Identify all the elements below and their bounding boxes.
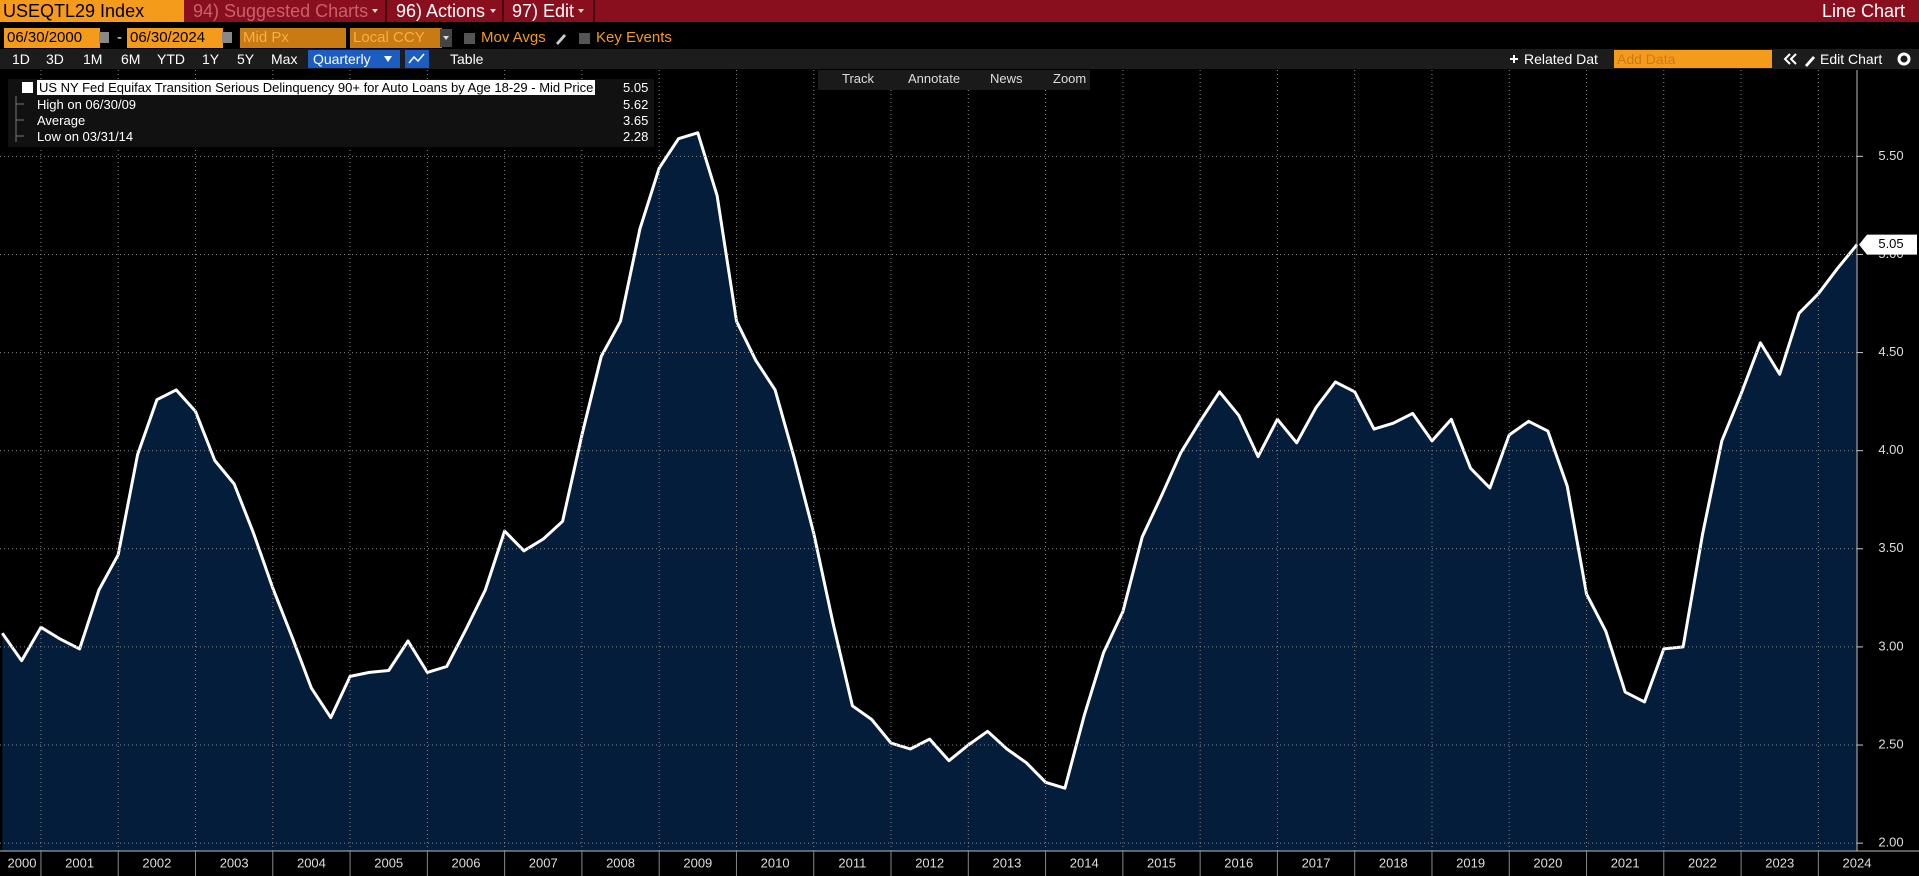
x-tick-label: 2009: [683, 855, 712, 870]
period-button[interactable]: 1D: [12, 51, 30, 67]
edit-menu[interactable]: 97) Edit: [512, 1, 575, 21]
frequency-box[interactable]: [308, 50, 400, 68]
tool-button[interactable]: Annotate: [908, 71, 961, 86]
line: [1, 131, 1859, 790]
chart-tools: [818, 70, 1090, 90]
suggested-charts[interactable]: 94) Suggested Charts: [193, 1, 369, 21]
edit-chart[interactable]: Edit Chart: [1820, 51, 1883, 67]
currency[interactable]: Local CCY: [350, 28, 442, 48]
add-data[interactable]: Add Data: [1614, 50, 1772, 68]
mov-avgs[interactable]: Mov Avgs: [481, 29, 546, 46]
x-tick-label: 2019: [1456, 855, 1485, 870]
x-tick-label: 2006: [452, 855, 481, 870]
field[interactable]: Mid Px: [240, 28, 346, 48]
table-button[interactable]: Table: [450, 51, 484, 67]
row2-icons: [99, 29, 566, 47]
x-tick-label: 2013: [992, 855, 1021, 870]
x-tick-label: 2023: [1765, 855, 1794, 870]
end-date[interactable]: 06/30/2024: [127, 28, 223, 48]
key-events-checkbox[interactable]: [579, 33, 590, 44]
legend-last-value: 5.05: [623, 80, 649, 95]
x-tick-label: 2004: [297, 855, 326, 870]
y-tick-label: 2.50: [1878, 736, 1903, 751]
x-tick-label: 2000: [8, 855, 37, 870]
title-bar: [0, 0, 1919, 22]
x-tick-label: 2002: [142, 855, 171, 870]
period-button[interactable]: 6M: [121, 51, 141, 67]
period-button[interactable]: 5Y: [237, 51, 255, 67]
x-tick-label: 2011: [838, 855, 866, 870]
period-button[interactable]: 1M: [83, 51, 103, 67]
period-bar: [0, 49, 1919, 69]
x-tick-label: 2015: [1147, 855, 1176, 870]
x-tick-label: 2020: [1533, 855, 1562, 870]
x-tick-label: 2024: [1843, 855, 1872, 870]
mov-avgs-checkbox[interactable]: [464, 33, 475, 44]
actions-menu[interactable]: 96) Actions: [396, 1, 486, 21]
tool-button[interactable]: Zoom: [1053, 71, 1087, 86]
related-data[interactable]: Related Dat: [1524, 51, 1598, 67]
row3-icons: [384, 50, 1911, 68]
x-tick-label: 2018: [1379, 855, 1408, 870]
y-tick-label: 3.50: [1878, 540, 1903, 555]
legend-stat-value: 5.62: [623, 97, 649, 112]
y-tick-label: 4.00: [1878, 442, 1903, 457]
date-separator: -: [117, 29, 122, 46]
x-tick-label: 2010: [761, 855, 790, 870]
x-tick-label: 2008: [606, 855, 635, 870]
tool-button[interactable]: News: [990, 71, 1023, 86]
legend-stat-label: High on 06/30/09: [37, 97, 137, 112]
x-tick-label: 2017: [1302, 855, 1331, 870]
period-button[interactable]: Max: [271, 51, 298, 67]
x-tick-label: 2012: [915, 855, 944, 870]
menu-arrows: [372, 0, 595, 22]
x-tick-label: 2007: [529, 855, 558, 870]
x-tick-label: 2021: [1611, 855, 1640, 870]
last-value-label: 5.05: [1878, 236, 1903, 251]
start-date[interactable]: 06/30/2000: [4, 28, 100, 48]
x-tick-label: 2001: [65, 855, 94, 870]
chart: 2.002.503.003.504.004.505.005.5020002001…: [0, 70, 1919, 876]
x-tick-label: 2003: [220, 855, 249, 870]
x-tick-label: 2022: [1688, 855, 1717, 870]
frequency[interactable]: Quarterly: [313, 51, 371, 67]
tool-button[interactable]: Track: [842, 71, 875, 86]
legend-tree: [15, 96, 24, 142]
period-button[interactable]: 1Y: [202, 51, 220, 67]
x-tick-label: 2016: [1224, 855, 1253, 870]
key-events[interactable]: Key Events: [596, 29, 672, 46]
period-button[interactable]: 3D: [46, 51, 64, 67]
legend-series-name: US NY Fed Equifax Transition Serious Del…: [37, 80, 596, 95]
legend-stat-label: Average: [37, 113, 86, 128]
y-tick-label: 3.00: [1878, 638, 1903, 653]
y-tick-label: 5.50: [1878, 148, 1903, 163]
last-value-tag: [1859, 234, 1917, 255]
period-button[interactable]: YTD: [157, 51, 185, 67]
y-tick-label: 4.50: [1878, 344, 1903, 359]
legend-stat-label: Low on 03/31/14: [37, 129, 134, 144]
x-tick-label: 2005: [374, 855, 403, 870]
legend-stat-value: 3.65: [623, 113, 649, 128]
chart-kind: Line Chart: [1821, 1, 1905, 21]
y-tick-label: 2.00: [1878, 835, 1903, 850]
legend-stat-value: 2.28: [623, 129, 649, 144]
x-tick-label: 2014: [1070, 855, 1099, 870]
legend-checkbox[interactable]: [22, 82, 33, 93]
area: [2, 132, 1857, 852]
ticker[interactable]: USEQTL29 Index: [0, 0, 184, 22]
